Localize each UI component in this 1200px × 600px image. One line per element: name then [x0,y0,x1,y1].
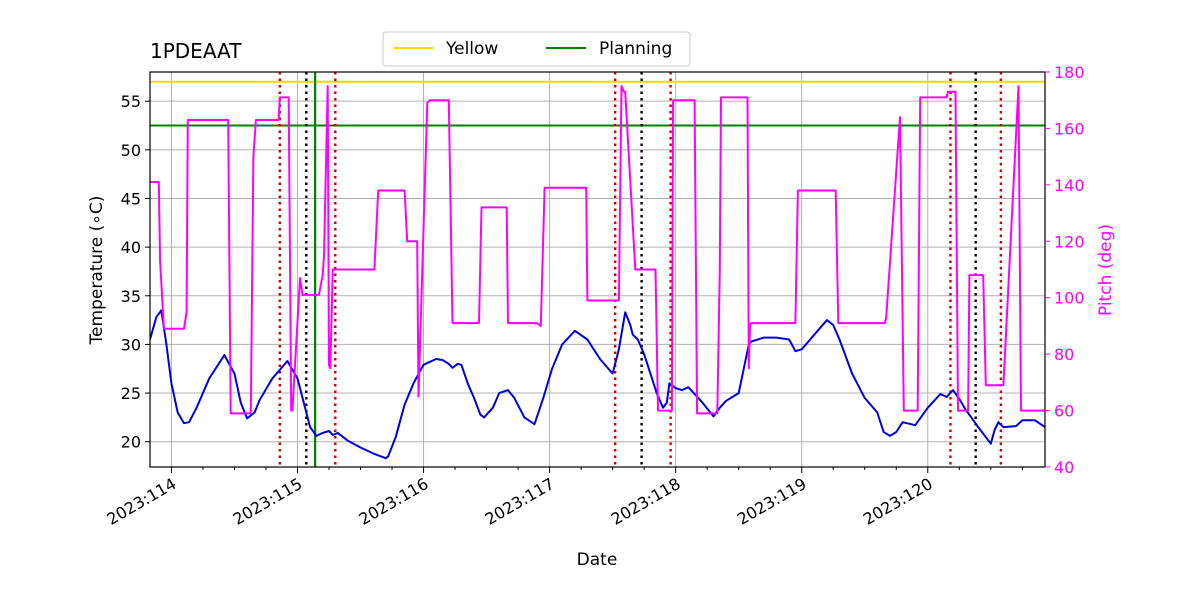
x-tick-label: 2023:115 [230,474,306,529]
series-layer [150,85,1045,460]
y2-tick-label: 180 [1054,63,1085,82]
x-tick-label: 2023:118 [608,474,684,529]
y-tick-label: 50 [121,141,141,160]
reference-lines [150,72,1045,467]
y2-tick-label: 100 [1054,289,1085,308]
x-axis-label: Date [577,550,618,570]
legend-box [382,31,691,67]
x-tick-label: 2023:119 [734,474,810,529]
y2-tick-label: 80 [1054,345,1074,364]
grid [150,72,1045,467]
y-tick-label: 40 [121,238,141,257]
y-tick-label: 30 [121,335,141,354]
x-tick-label: 2023:116 [356,474,432,529]
x-tick-label: 2023:114 [104,474,180,529]
plot-frame [149,71,1046,468]
y-tick-label: 25 [121,384,141,403]
y-tick-label: 45 [121,189,141,208]
y2-tick-label: 140 [1054,176,1085,195]
y2-tick-label: 120 [1054,232,1085,251]
y2-axis-label: Pitch (deg) [1096,224,1116,316]
legend-label-yellow: Yellow [445,39,498,59]
legend-label-planning: Planning [599,39,672,59]
x-tick-label: 2023:117 [482,474,558,529]
y-tick-label: 55 [121,92,141,111]
chart-title: 1PDEAAT [150,39,242,63]
y-tick-label: 20 [121,433,141,452]
y2-tick-label: 40 [1054,458,1074,477]
y2-tick-label: 160 [1054,119,1085,138]
legend: Yellow Planning [382,31,691,67]
series-pitch [150,85,1045,415]
y2-tick-label: 60 [1054,402,1074,421]
series-temperature [150,309,1045,460]
x-tick-label: 2023:120 [860,474,936,529]
y-tick-label: 35 [121,287,141,306]
y-axis-label: Temperature (∘C) [87,196,107,346]
